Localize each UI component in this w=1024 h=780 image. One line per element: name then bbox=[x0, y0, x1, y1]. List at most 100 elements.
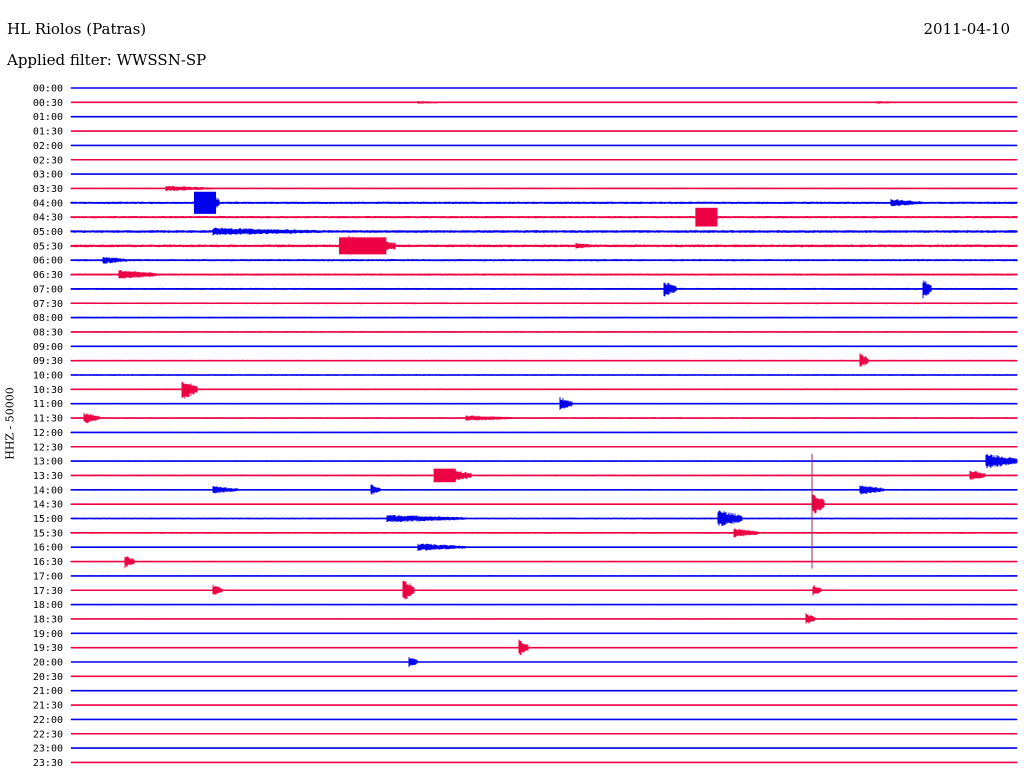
trace-row-0830 bbox=[70, 331, 1018, 333]
row-time-label: 04:00 bbox=[33, 198, 63, 209]
trace-row-1400 bbox=[70, 484, 1018, 495]
row-time-label: 09:30 bbox=[33, 356, 63, 367]
row-time-label: 03:00 bbox=[33, 170, 63, 181]
row-time-label: 02:30 bbox=[33, 155, 63, 166]
trace-row-0930 bbox=[70, 353, 1018, 367]
trace-row-2200 bbox=[70, 719, 1018, 720]
row-time-label: 02:00 bbox=[33, 141, 63, 152]
trace-row-1230 bbox=[70, 446, 1018, 448]
row-time-label: 13:30 bbox=[33, 471, 63, 482]
row-time-label: 15:00 bbox=[33, 514, 63, 525]
trace-row-1330 bbox=[70, 469, 1018, 482]
trace-row-0230 bbox=[70, 159, 1018, 160]
trace-row-1900 bbox=[70, 632, 1018, 634]
trace-row-2230 bbox=[70, 733, 1018, 734]
trace-row-1730 bbox=[70, 580, 1018, 600]
record-date: 2011-04-10 bbox=[923, 20, 1010, 38]
row-time-label: 20:00 bbox=[33, 658, 63, 669]
seismic-burst bbox=[339, 237, 387, 255]
trace-row-0130 bbox=[70, 130, 1018, 132]
trace-row-1700 bbox=[70, 575, 1018, 577]
trace-row-0330 bbox=[70, 185, 1018, 192]
row-time-label: 16:00 bbox=[33, 543, 63, 554]
row-time-label: 04:30 bbox=[33, 213, 63, 224]
row-time-label: 09:00 bbox=[33, 342, 63, 353]
trace-row-1600 bbox=[70, 543, 1018, 551]
trace-row-1030 bbox=[70, 381, 1018, 399]
trace-row-1300 bbox=[70, 453, 1018, 469]
trace-row-0900 bbox=[70, 345, 1018, 348]
trace-row-1430 bbox=[70, 494, 1018, 514]
trace-row-2300 bbox=[70, 747, 1018, 749]
row-time-label: 11:00 bbox=[33, 399, 63, 410]
row-time-label: 21:30 bbox=[33, 701, 63, 712]
trace-row-0700 bbox=[70, 280, 1018, 299]
seismic-traces bbox=[70, 87, 1018, 764]
trace-row-1530 bbox=[70, 528, 1018, 538]
trace-row-0300 bbox=[70, 173, 1018, 175]
row-time-label: 13:00 bbox=[33, 457, 63, 468]
row-time-label: 17:00 bbox=[33, 571, 63, 582]
trace-row-1000 bbox=[70, 374, 1018, 376]
trace-row-0100 bbox=[70, 116, 1018, 118]
seismic-burst bbox=[193, 191, 217, 214]
trace-row-0500 bbox=[70, 227, 1018, 236]
row-time-label: 23:00 bbox=[33, 744, 63, 755]
row-time-label: 07:00 bbox=[33, 284, 63, 295]
row-time-label: 06:30 bbox=[33, 270, 63, 281]
trace-row-2100 bbox=[70, 690, 1018, 692]
row-time-label: 18:00 bbox=[33, 600, 63, 611]
row-time-label: 12:30 bbox=[33, 442, 63, 453]
trace-row-1500 bbox=[70, 510, 1018, 526]
row-labels: 00:00 00:30 01:00 01:30 02:00 02:30 03:00 03:30… bbox=[33, 84, 63, 769]
row-time-label: 10:30 bbox=[33, 385, 63, 396]
trace-row-0730 bbox=[70, 302, 1018, 305]
row-time-label: 19:30 bbox=[33, 643, 63, 654]
row-time-label: 23:30 bbox=[33, 758, 63, 769]
row-time-label: 05:30 bbox=[33, 241, 63, 252]
row-time-label: 21:00 bbox=[33, 686, 63, 697]
trace-row-2030 bbox=[70, 676, 1018, 677]
station-title: HL Riolos (Patras) bbox=[7, 20, 147, 38]
trace-row-0030 bbox=[70, 101, 1018, 104]
filter-label: Applied filter: WWSSN-SP bbox=[7, 51, 207, 69]
seismic-burst bbox=[695, 207, 718, 227]
trace-row-2330 bbox=[70, 762, 1018, 763]
row-time-label: 22:00 bbox=[33, 715, 63, 726]
seismic-burst bbox=[433, 468, 456, 483]
row-time-label: 10:00 bbox=[33, 371, 63, 382]
trace-row-0400 bbox=[70, 194, 1018, 213]
row-time-label: 22:30 bbox=[33, 729, 63, 740]
row-time-label: 17:30 bbox=[33, 586, 63, 597]
row-time-label: 14:30 bbox=[33, 500, 63, 511]
row-time-label: 06:00 bbox=[33, 256, 63, 267]
row-time-label: 16:30 bbox=[33, 557, 63, 568]
trace-row-1630 bbox=[70, 556, 1018, 569]
row-time-label: 14:00 bbox=[33, 485, 63, 496]
row-time-label: 01:30 bbox=[33, 127, 63, 138]
trace-row-2130 bbox=[70, 704, 1018, 706]
row-time-label: 19:00 bbox=[33, 629, 63, 640]
row-time-label: 01:00 bbox=[33, 112, 63, 123]
trace-row-1830 bbox=[70, 613, 1018, 624]
row-time-label: 07:30 bbox=[33, 299, 63, 310]
row-time-label: 05:00 bbox=[33, 227, 63, 238]
trace-row-0200 bbox=[70, 145, 1018, 146]
row-time-label: 11:30 bbox=[33, 414, 63, 425]
trace-row-2000 bbox=[70, 657, 1018, 667]
trace-row-1130 bbox=[70, 413, 1018, 424]
row-time-label: 18:30 bbox=[33, 614, 63, 625]
trace-row-1800 bbox=[70, 604, 1018, 606]
trace-row-0630 bbox=[70, 269, 1018, 279]
row-time-label: 08:30 bbox=[33, 327, 63, 338]
trace-row-0000 bbox=[70, 87, 1018, 89]
row-time-label: 15:30 bbox=[33, 528, 63, 539]
row-time-label: 00:30 bbox=[33, 98, 63, 109]
row-time-label: 08:00 bbox=[33, 313, 63, 324]
trace-row-0800 bbox=[70, 316, 1018, 319]
row-time-label: 00:00 bbox=[33, 84, 63, 95]
trace-row-0530 bbox=[70, 236, 1018, 255]
row-time-label: 20:30 bbox=[33, 672, 63, 683]
trace-row-1200 bbox=[70, 431, 1018, 434]
